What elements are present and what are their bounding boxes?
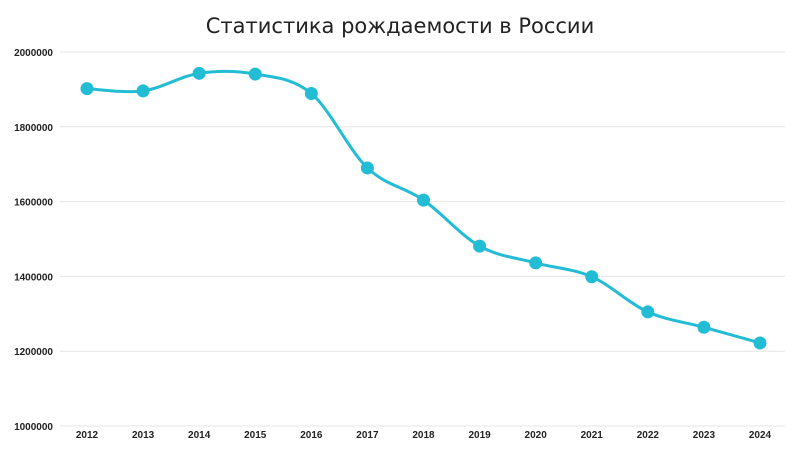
grid-lines [60,51,785,427]
chart-title: Статистика рождаемости в России [205,14,595,38]
data-point[interactable] [473,239,487,253]
data-point[interactable] [360,161,374,175]
data-point[interactable] [417,193,430,207]
y-tick-label: 1400000 [14,272,53,283]
data-point[interactable] [529,256,543,270]
y-tick-label: 1800000 [14,123,53,134]
x-tick-label: 2013 [132,430,155,441]
x-tick-label: 2020 [525,430,548,441]
series-line [85,69,762,345]
data-point[interactable] [248,67,262,81]
x-axis-ticks: 2012 2013 2014 2015 2016 2017 2018 2019 2020 2021… [76,430,772,441]
y-tick-label: 1000000 [14,422,53,433]
x-tick-label: 2019 [468,430,491,441]
y-tick-label: 1600000 [14,198,53,209]
y-axis-ticks: 1000000 1200000 1400000 1600000 1800000 20000… [14,48,53,433]
x-tick-label: 2016 [300,430,323,441]
x-tick-label: 2021 [581,430,604,441]
series-points-layer [80,66,767,350]
x-tick-label: 2024 [749,430,772,441]
x-tick-label: 2023 [693,430,716,441]
x-tick-label: 2022 [637,430,660,441]
y-tick-label: 2000000 [14,48,53,59]
x-tick-label: 2018 [412,430,435,441]
y-tick-label: 1200000 [14,347,53,358]
data-point[interactable] [585,270,599,284]
data-point[interactable] [192,66,206,80]
x-tick-label: 2012 [76,430,99,441]
x-tick-label: 2015 [244,430,267,441]
data-point[interactable] [697,320,711,334]
x-tick-label: 2017 [356,430,379,441]
data-point[interactable] [136,84,150,98]
data-point[interactable] [641,305,655,319]
data-point[interactable] [304,87,318,101]
data-point[interactable] [80,82,94,96]
data-point[interactable] [753,336,767,350]
x-tick-label: 2014 [188,430,211,441]
series-line-layer [85,69,762,345]
